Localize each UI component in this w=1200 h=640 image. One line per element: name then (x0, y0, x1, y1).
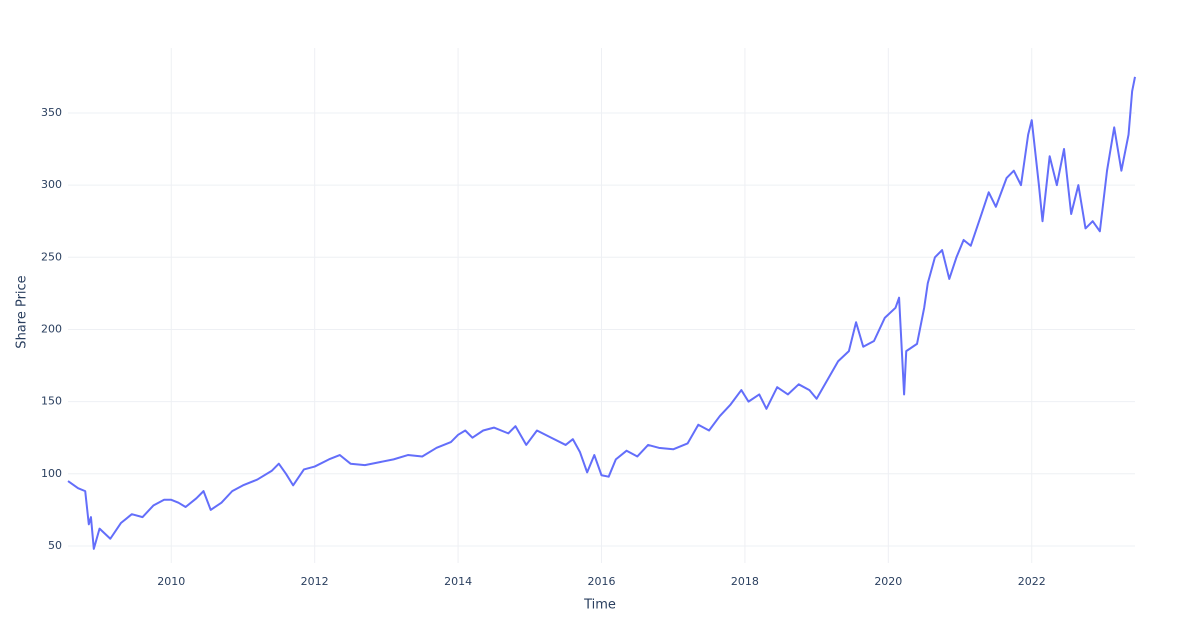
y-axis-title: Share Price (15, 275, 30, 348)
y-tick-label: 200 (41, 322, 62, 335)
y-tick-label: 50 (48, 539, 62, 552)
y-tick-label: 300 (41, 178, 62, 191)
y-tick-label: 250 (41, 250, 62, 263)
y-tick-label: 150 (41, 395, 62, 408)
x-tick-label: 2020 (874, 575, 902, 588)
price-line (67, 76, 1136, 550)
x-axis-title: Time (583, 598, 616, 613)
x-tick-label: 2010 (157, 575, 185, 588)
x-tick-label: 2022 (1018, 575, 1046, 588)
x-tick-label: 2018 (731, 575, 759, 588)
x-tick-label: 2012 (301, 575, 329, 588)
y-tick-label: 100 (41, 467, 62, 480)
x-tick-label: 2014 (444, 575, 472, 588)
y-tick-label: 350 (41, 106, 62, 119)
x-tick-label: 2016 (588, 575, 616, 588)
